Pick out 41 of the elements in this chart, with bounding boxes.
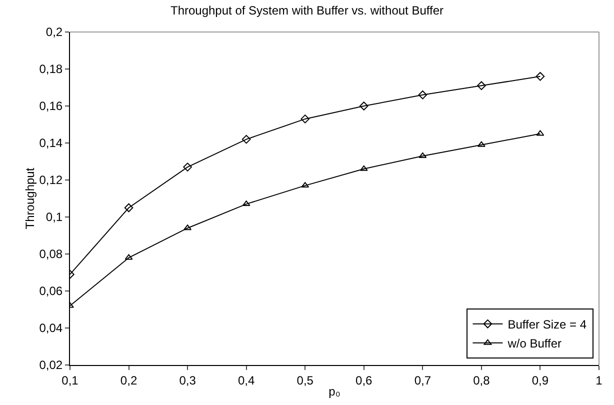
y-tick-label: 0,2 <box>46 25 63 40</box>
point <box>183 162 192 172</box>
y-tick-label: 0,12 <box>39 173 63 188</box>
y-tick-label: 0,06 <box>39 284 63 298</box>
point <box>477 81 486 90</box>
point <box>184 224 192 230</box>
point <box>242 134 251 144</box>
x-tick-label: 1 <box>596 373 603 388</box>
point <box>418 90 428 100</box>
legend-label: w/o Buffer <box>506 336 562 351</box>
chart-title: Throughput of System with Buffer vs. without Buffer <box>170 3 444 18</box>
y-tick-label: 0,14 <box>39 136 63 150</box>
x-tick-label: 0,7 <box>414 373 432 388</box>
y-tick-label: 0,1 <box>46 210 63 224</box>
point <box>359 102 368 110</box>
y-tick-label: 0,02 <box>39 358 63 372</box>
legend-label: Buffer Size = 4 <box>508 318 587 332</box>
y-tick-label: 0,16 <box>39 99 63 114</box>
point <box>124 254 133 260</box>
x-tick-label: 0,3 <box>179 373 196 388</box>
y-tick-label: 0,18 <box>39 62 63 76</box>
x-tick-label: 0,9 <box>532 373 549 388</box>
y-tick-label: 0,08 <box>39 247 63 262</box>
x-axis-title: p₀ <box>328 384 340 398</box>
point <box>124 203 134 212</box>
x-tick-label: 0,4 <box>238 373 255 388</box>
y-tick-label: 0,04 <box>39 321 63 336</box>
point <box>477 141 486 147</box>
x-tick-label: 0,2 <box>120 373 138 388</box>
x-tick-label: 0,1 <box>62 373 79 388</box>
point <box>536 72 545 81</box>
point <box>242 200 250 206</box>
point <box>300 114 310 124</box>
x-tick-label: 0,8 <box>473 373 490 388</box>
point <box>301 182 310 188</box>
point <box>360 165 368 171</box>
x-tick-label: 0,5 <box>296 373 314 388</box>
point <box>536 130 544 136</box>
point <box>418 152 427 158</box>
x-tick-label: 0,6 <box>356 373 373 388</box>
y-axis-title: Throughput <box>23 167 38 230</box>
